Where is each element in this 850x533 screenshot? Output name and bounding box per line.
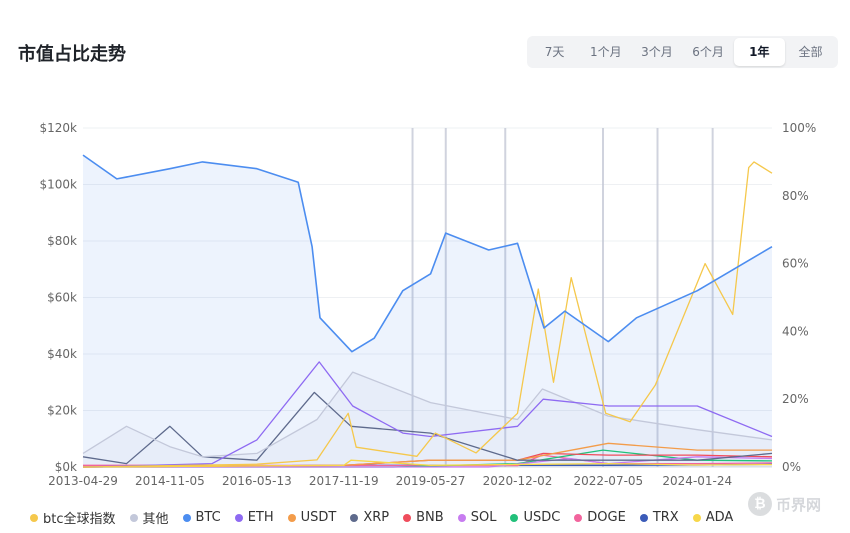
- series-area-BTC: [83, 155, 772, 467]
- chart-legend: btc全球指数 其他 BTC ETH USDT XRP BNB SOL USDC DOGE TRX A…: [30, 508, 747, 527]
- legend-label: USDT: [300, 510, 337, 525]
- y-left-tick-label: $120k: [40, 121, 78, 135]
- market-cap-share-chart: $0k $20k $40k $60k $80k $100k $120k 0% 20% 40% 60%…: [40, 121, 817, 488]
- legend-item[interactable]: USDC: [510, 510, 560, 525]
- y-left-tick-label: $0k: [55, 460, 77, 474]
- y-right-tick-label: 80%: [782, 189, 809, 203]
- legend-item[interactable]: USDT: [287, 510, 337, 525]
- y-left-tick-label: $20k: [47, 404, 77, 418]
- x-tick-label: 2013-04-29: [48, 474, 118, 488]
- legend-item[interactable]: BTC: [182, 510, 221, 525]
- legend-dot-icon: [639, 513, 648, 522]
- x-tick-label: 2020-12-02: [483, 474, 553, 488]
- legend-dot-icon: [287, 513, 296, 522]
- legend-item[interactable]: btc全球指数: [30, 508, 116, 527]
- x-tick-label: 2024-01-24: [662, 474, 732, 488]
- legend-dot-icon: [574, 513, 583, 522]
- legend-label: BTC: [195, 510, 221, 525]
- chart-title: 市值占比走势: [18, 44, 126, 65]
- y-right-tick-label: 0%: [782, 460, 801, 474]
- range-1y-button[interactable]: 1年: [733, 38, 785, 66]
- coin-logo-icon: ₿: [748, 492, 772, 516]
- range-all-button[interactable]: 全部: [798, 45, 823, 59]
- legend-item[interactable]: ETH: [234, 510, 274, 525]
- legend-label: SOL: [470, 510, 497, 525]
- x-tick-label: 2022-07-05: [573, 474, 643, 488]
- range-7d-button[interactable]: 7天: [544, 45, 565, 59]
- series-line-btc全球指数: [82, 161, 773, 468]
- legend-item[interactable]: XRP: [350, 510, 389, 525]
- y-right-tick-label: 60%: [782, 257, 809, 271]
- x-tick-label: 2019-05-27: [396, 474, 466, 488]
- x-tick-label: 2016-05-13: [222, 474, 292, 488]
- legend-item[interactable]: ADA: [692, 510, 734, 525]
- legend-dot-icon: [403, 513, 412, 522]
- series-area-其他: [83, 372, 772, 467]
- legend-item[interactable]: BNB: [403, 510, 444, 525]
- legend-label: BNB: [416, 510, 444, 525]
- legend-dot-icon: [457, 513, 466, 522]
- legend-item[interactable]: DOGE: [574, 510, 626, 525]
- legend-label: btc全球指数: [43, 512, 116, 527]
- y-right-tick-label: 100%: [782, 121, 816, 135]
- x-tick-label: 2014-11-05: [135, 474, 205, 488]
- legend-dot-icon: [692, 513, 701, 522]
- legend-label: ADA: [705, 510, 734, 525]
- legend-dot-icon: [510, 513, 519, 522]
- watermark-text: 币界网: [776, 495, 822, 514]
- y-left-tick-label: $40k: [47, 347, 77, 361]
- y-left-tick-label: $100k: [40, 178, 78, 192]
- watermark-logo: ₿ 币界网: [748, 492, 821, 516]
- series-line-ADA: [82, 459, 773, 468]
- y-left-tick-label: $80k: [47, 234, 77, 248]
- legend-label: TRX: [652, 510, 679, 525]
- y-left-tick-label: $60k: [47, 291, 77, 305]
- legend-label: DOGE: [587, 510, 626, 525]
- legend-item[interactable]: 其他: [129, 508, 169, 527]
- legend-item[interactable]: TRX: [639, 510, 679, 525]
- legend-item[interactable]: SOL: [457, 510, 497, 525]
- legend-dot-icon: [350, 513, 359, 522]
- legend-dot-icon: [129, 513, 138, 522]
- range-6m-button[interactable]: 6个月: [692, 45, 724, 59]
- legend-label: 其他: [142, 512, 169, 527]
- x-tick-label: 2017-11-19: [309, 474, 379, 488]
- y-right-tick-label: 20%: [782, 392, 809, 406]
- range-1m-button[interactable]: 1个月: [589, 45, 622, 59]
- time-range-selector: 7天 1个月 3个月 6个月 1年 全部: [527, 36, 838, 68]
- y-right-tick-label: 40%: [782, 324, 809, 338]
- series-line-ETH: [82, 361, 773, 468]
- legend-dot-icon: [234, 513, 243, 522]
- series-line-XRP: [82, 391, 773, 465]
- legend-label: ETH: [247, 510, 274, 525]
- series-line-SOL: [83, 456, 773, 468]
- series-line-BTC: [82, 154, 773, 353]
- legend-label: USDC: [523, 510, 561, 525]
- legend-dot-icon: [182, 513, 191, 522]
- legend-label: XRP: [363, 510, 390, 525]
- range-3m-button[interactable]: 3个月: [641, 45, 673, 59]
- series-line-其他: [82, 371, 773, 458]
- legend-dot-icon: [30, 513, 38, 522]
